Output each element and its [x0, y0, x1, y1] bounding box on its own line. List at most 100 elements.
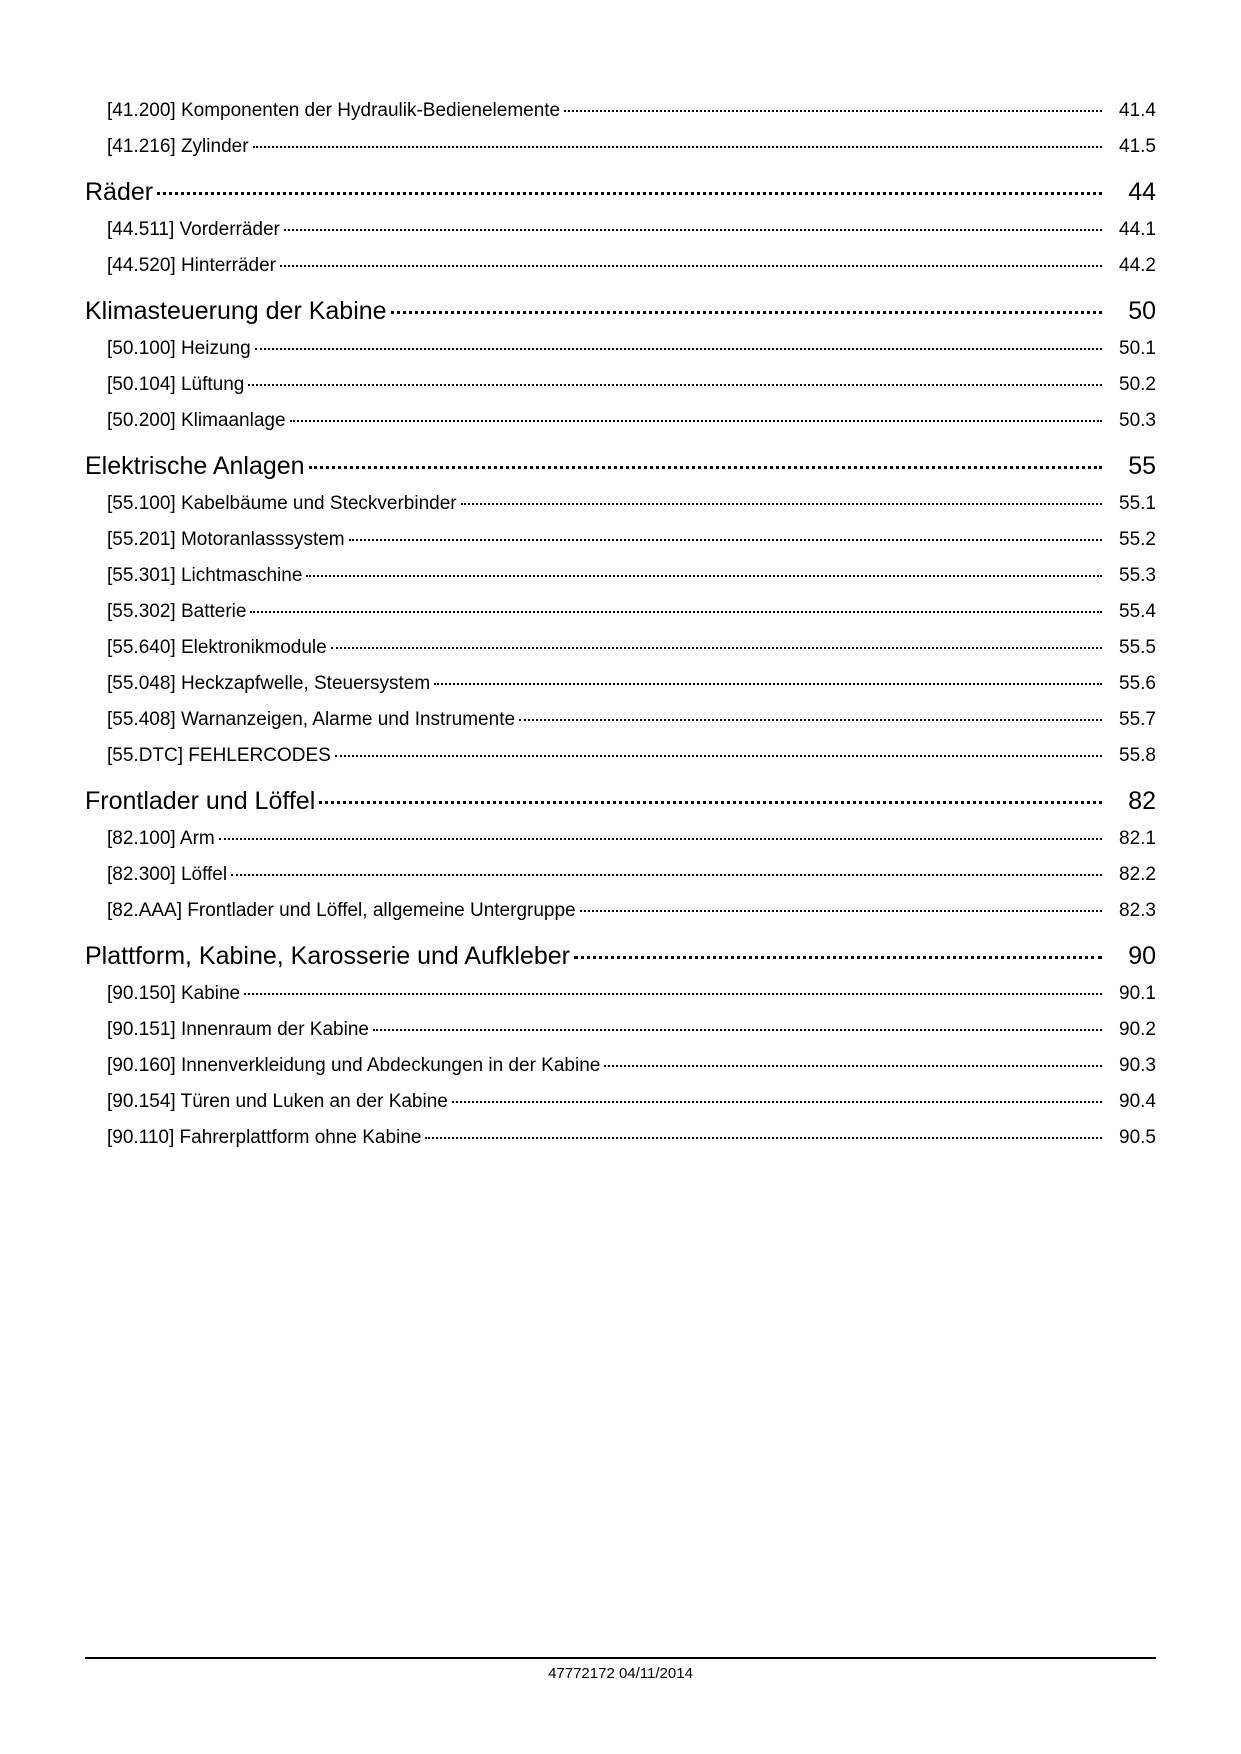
- toc-entry-page: 55.6: [1106, 673, 1156, 695]
- toc-subsection-row: [41.216] Zylinder41.5: [107, 136, 1156, 158]
- toc-leader-dots: [335, 755, 1102, 757]
- toc-leader-dots: [574, 956, 1102, 959]
- toc-entry-label: [90.154] Türen und Luken an der Kabine: [107, 1091, 448, 1113]
- toc-leader-dots: [319, 801, 1102, 804]
- toc-subsection-row: [50.200] Klimaanlage 50.3: [107, 410, 1156, 432]
- toc-entry-label: [44.511] Vorderräder: [107, 219, 280, 241]
- toc-subsection-row: [55.408] Warnanzeigen, Alarme und Instru…: [107, 709, 1156, 731]
- toc-container: [41.200] Komponenten der Hydraulik-Bedie…: [85, 100, 1156, 1149]
- toc-leader-dots: [250, 611, 1102, 613]
- toc-entry-page: 50: [1106, 297, 1156, 326]
- toc-leader-dots: [349, 539, 1102, 541]
- toc-leader-dots: [219, 838, 1102, 840]
- toc-entry-label: [55.302] Batterie: [107, 601, 246, 623]
- toc-leader-dots: [280, 265, 1102, 267]
- toc-entry-page: 55.5: [1106, 637, 1156, 659]
- toc-leader-dots: [157, 192, 1102, 195]
- toc-entry-label: [90.160] Innenverkleidung und Abdeckunge…: [107, 1055, 600, 1077]
- toc-subsection-row: [50.100] Heizung 50.1: [107, 338, 1156, 360]
- toc-entry-page: 55.2: [1106, 529, 1156, 551]
- toc-entry-page: 90: [1106, 942, 1156, 971]
- toc-entry-page: 44.2: [1106, 255, 1156, 277]
- toc-entry-page: 90.4: [1106, 1091, 1156, 1113]
- toc-leader-dots: [391, 311, 1102, 314]
- toc-leader-dots: [309, 466, 1102, 469]
- toc-subsection-row: [90.150] Kabine90.1: [107, 983, 1156, 1005]
- toc-subsection-row: [82.AAA] Frontlader und Löffel, allgemei…: [107, 900, 1156, 922]
- toc-subsection-row: [44.511] Vorderräder 44.1: [107, 219, 1156, 241]
- toc-entry-label: Elektrische Anlagen: [85, 452, 305, 481]
- toc-subsection-row: [55.048] Heckzapfwelle, Steuersystem 55.6: [107, 673, 1156, 695]
- toc-entry-label: [90.110] Fahrerplattform ohne Kabine: [107, 1127, 421, 1149]
- toc-entry-page: 90.1: [1106, 983, 1156, 1005]
- toc-subsection-row: [55.DTC] FEHLERCODES 55.8: [107, 745, 1156, 767]
- toc-section-row: Räder44: [85, 178, 1156, 207]
- toc-subsection-row: [41.200] Komponenten der Hydraulik-Bedie…: [107, 100, 1156, 122]
- toc-leader-dots: [331, 647, 1102, 649]
- page-footer: 47772172 04/11/2014: [85, 1657, 1156, 1682]
- toc-subsection-row: [55.100] Kabelbäume und Steckverbinder 55…: [107, 493, 1156, 515]
- toc-leader-dots: [461, 503, 1102, 505]
- toc-entry-label: [50.100] Heizung: [107, 338, 251, 360]
- toc-leader-dots: [519, 719, 1102, 721]
- toc-entry-label: [55.100] Kabelbäume und Steckverbinder: [107, 493, 457, 515]
- toc-subsection-row: [55.201] Motoranlasssystem 55.2: [107, 529, 1156, 551]
- toc-entry-label: [90.151] Innenraum der Kabine: [107, 1019, 369, 1041]
- toc-leader-dots: [255, 348, 1102, 350]
- toc-entry-page: 90.2: [1106, 1019, 1156, 1041]
- toc-entry-page: 41.4: [1106, 100, 1156, 122]
- toc-entry-label: [50.104] Lüftung: [107, 374, 244, 396]
- toc-entry-label: [55.DTC] FEHLERCODES: [107, 745, 331, 767]
- toc-leader-dots: [253, 146, 1102, 148]
- toc-subsection-row: [55.640] Elektronikmodule 55.5: [107, 637, 1156, 659]
- toc-leader-dots: [434, 683, 1102, 685]
- toc-entry-page: 55.3: [1106, 565, 1156, 587]
- toc-subsection-row: [90.154] Türen und Luken an der Kabine 90…: [107, 1091, 1156, 1113]
- toc-subsection-row: [90.151] Innenraum der Kabine 90.2: [107, 1019, 1156, 1041]
- toc-entry-page: 55.8: [1106, 745, 1156, 767]
- toc-entry-label: [55.048] Heckzapfwelle, Steuersystem: [107, 673, 430, 695]
- toc-leader-dots: [284, 229, 1102, 231]
- toc-leader-dots: [452, 1101, 1102, 1103]
- toc-leader-dots: [231, 874, 1102, 876]
- toc-entry-page: 55: [1106, 452, 1156, 481]
- toc-entry-page: 50.3: [1106, 410, 1156, 432]
- toc-entry-label: [55.640] Elektronikmodule: [107, 637, 327, 659]
- toc-entry-label: [55.201] Motoranlasssystem: [107, 529, 345, 551]
- toc-leader-dots: [425, 1137, 1102, 1139]
- toc-subsection-row: [44.520] Hinterräder 44.2: [107, 255, 1156, 277]
- toc-entry-page: 82.1: [1106, 828, 1156, 850]
- footer-text: 47772172 04/11/2014: [548, 1665, 693, 1682]
- toc-leader-dots: [580, 910, 1102, 912]
- toc-entry-page: 55.7: [1106, 709, 1156, 731]
- toc-entry-page: 41.5: [1106, 136, 1156, 158]
- toc-entry-page: 50.2: [1106, 374, 1156, 396]
- toc-entry-page: 90.5: [1106, 1127, 1156, 1149]
- toc-entry-label: [44.520] Hinterräder: [107, 255, 276, 277]
- toc-entry-label: Frontlader und Löffel: [85, 787, 315, 816]
- toc-subsection-row: [90.110] Fahrerplattform ohne Kabine 90.5: [107, 1127, 1156, 1149]
- toc-entry-page: 90.3: [1106, 1055, 1156, 1077]
- toc-section-row: Elektrische Anlagen 55: [85, 452, 1156, 481]
- toc-entry-label: Räder: [85, 178, 153, 207]
- toc-entry-page: 82.2: [1106, 864, 1156, 886]
- toc-section-row: Frontlader und Löffel 82: [85, 787, 1156, 816]
- toc-entry-label: [82.100] Arm: [107, 828, 215, 850]
- toc-subsection-row: [82.100] Arm 82.1: [107, 828, 1156, 850]
- toc-leader-dots: [306, 575, 1102, 577]
- toc-entry-page: 82: [1106, 787, 1156, 816]
- toc-entry-label: [55.301] Lichtmaschine: [107, 565, 302, 587]
- toc-leader-dots: [604, 1065, 1102, 1067]
- toc-leader-dots: [373, 1029, 1102, 1031]
- toc-entry-page: 55.1: [1106, 493, 1156, 515]
- toc-subsection-row: [50.104] Lüftung 50.2: [107, 374, 1156, 396]
- toc-entry-page: 50.1: [1106, 338, 1156, 360]
- toc-section-row: Plattform, Kabine, Karosserie und Aufkle…: [85, 942, 1156, 971]
- toc-entry-label: [41.200] Komponenten der Hydraulik-Bedie…: [107, 100, 560, 122]
- toc-entry-label: [82.AAA] Frontlader und Löffel, allgemei…: [107, 900, 576, 922]
- toc-leader-dots: [564, 110, 1102, 112]
- toc-entry-label: [55.408] Warnanzeigen, Alarme und Instru…: [107, 709, 515, 731]
- toc-entry-label: [50.200] Klimaanlage: [107, 410, 286, 432]
- toc-entry-page: 44.1: [1106, 219, 1156, 241]
- toc-entry-page: 82.3: [1106, 900, 1156, 922]
